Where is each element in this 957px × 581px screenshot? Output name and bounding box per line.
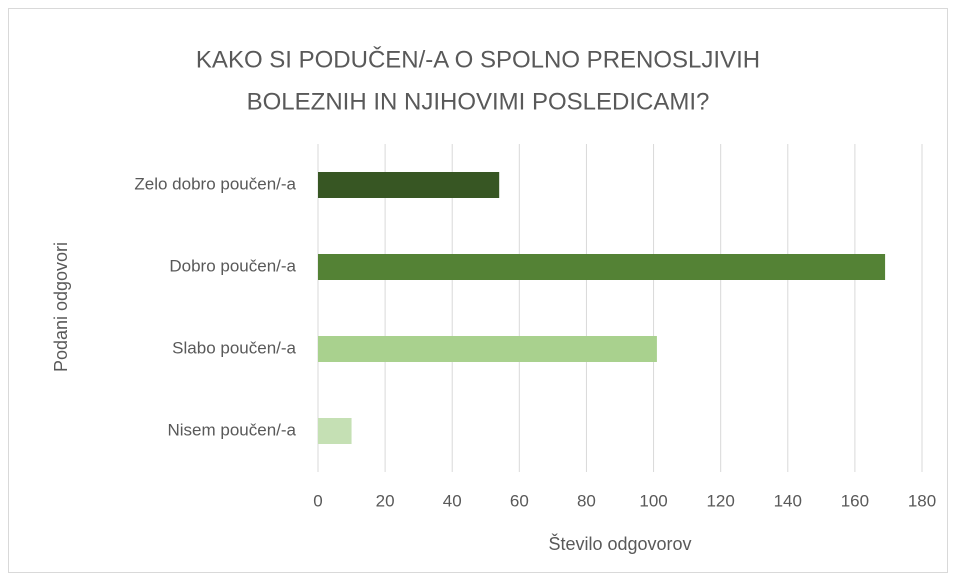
x-tick-label: 20 bbox=[376, 491, 395, 510]
x-tick-label: 100 bbox=[639, 491, 667, 510]
bar bbox=[318, 336, 657, 362]
y-tick-label: Zelo dobro poučen/-a bbox=[134, 174, 296, 193]
y-axis-label: Podani odgovori bbox=[51, 242, 71, 372]
x-tick-label: 180 bbox=[908, 491, 936, 510]
x-tick-label: 80 bbox=[577, 491, 596, 510]
y-tick-label: Slabo poučen/-a bbox=[172, 338, 296, 357]
x-tick-label: 160 bbox=[841, 491, 869, 510]
x-tick-label: 60 bbox=[510, 491, 529, 510]
x-tick-label: 40 bbox=[443, 491, 462, 510]
x-tick-label: 0 bbox=[313, 491, 322, 510]
y-tick-label: Nisem poučen/-a bbox=[167, 420, 296, 439]
x-axis-label: Število odgovorov bbox=[548, 533, 691, 554]
x-tick-label: 120 bbox=[706, 491, 734, 510]
chart-title: KAKO SI PODUČEN/-A O SPOLNO PRENOSLJIVIH bbox=[196, 45, 760, 73]
chart-border bbox=[8, 8, 948, 573]
bar bbox=[318, 172, 500, 198]
bar bbox=[318, 254, 886, 280]
chart-title: BOLEZNIH IN NJIHOVIMI POSLEDICAMI? bbox=[247, 88, 710, 115]
y-tick-label: Dobro poučen/-a bbox=[169, 256, 296, 275]
bar bbox=[318, 418, 352, 444]
x-tick-label: 140 bbox=[774, 491, 802, 510]
